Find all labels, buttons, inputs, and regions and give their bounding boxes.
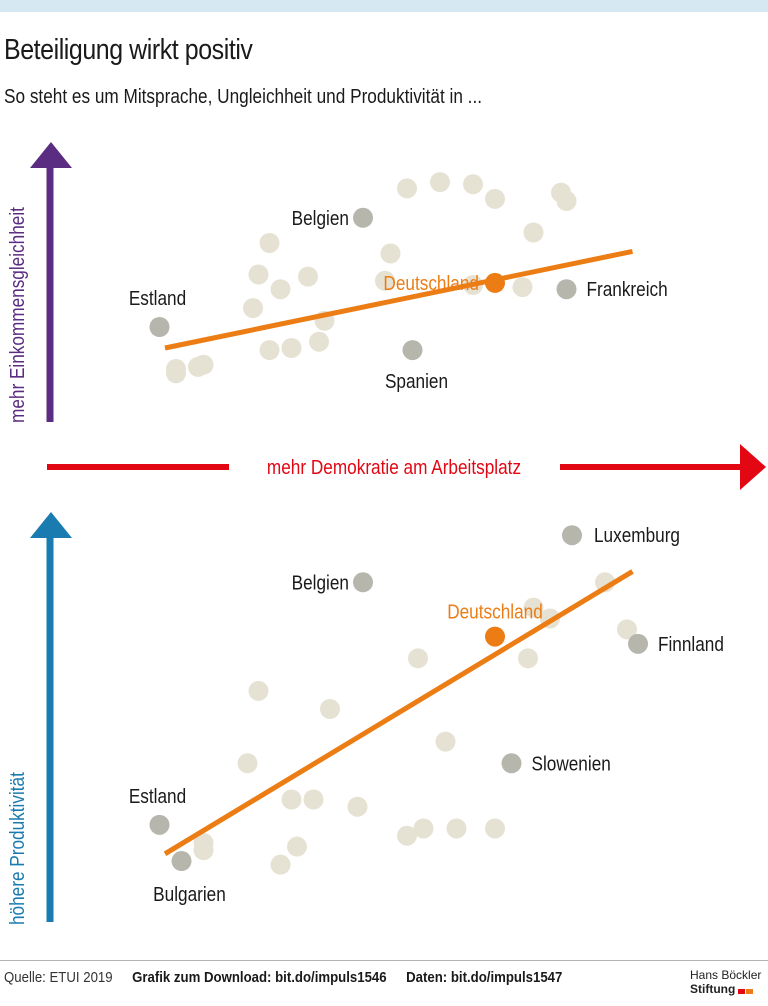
background-point [347, 796, 368, 817]
background-point [298, 266, 318, 287]
point-belgien [353, 572, 373, 593]
background-point [248, 264, 269, 285]
background-point [375, 270, 395, 291]
point-spanien [402, 340, 423, 361]
background-point [243, 298, 263, 319]
background-point [413, 818, 434, 839]
page-title: Beteiligung wirkt positiv [4, 34, 253, 66]
label-finnland: Finnland [658, 633, 724, 656]
background-point [309, 331, 329, 352]
y-axis-bottom-arrow-head [30, 512, 72, 538]
y-axis-top-label: mehr Einkommensgleichheit [6, 206, 29, 423]
background-point [166, 359, 186, 379]
footer-download-link[interactable]: Grafik zum Download: bit.do/impuls1546 [132, 969, 387, 986]
scatter-chart: mehr Einkommensgleichheit mehr Demokrati… [6, 142, 766, 925]
background-point [556, 191, 577, 211]
footer-divider [0, 960, 768, 961]
background-point [259, 233, 280, 253]
label-belgien: Belgien [292, 207, 349, 230]
background-point [320, 699, 340, 719]
background-point [617, 619, 637, 640]
point-frankreich [556, 279, 577, 300]
footer: Quelle: ETUI 2019 Grafik zum Download: b… [4, 969, 620, 986]
footer-data-link[interactable]: Daten: bit.do/impuls1547 [406, 969, 563, 986]
label-bulgarien: Bulgarien [153, 883, 226, 906]
label-belgien: Belgien [292, 571, 349, 594]
label-spanien: Spanien [385, 370, 448, 393]
y-axis-bottom-label: höhere Produktivität [6, 771, 29, 925]
background-point [485, 188, 505, 209]
label-frankreich: Frankreich [587, 278, 668, 301]
background-point [281, 338, 302, 358]
scatter-panel-income-equality: Estland Belgien Deutschland Frankreich Spani… [129, 172, 668, 392]
background-point [518, 648, 538, 669]
background-point [430, 172, 450, 193]
point-deutschland [485, 272, 505, 293]
scatter-panel-productivity: Estland Bulgarien Belgien Luxemburg Deutschl… [129, 524, 724, 905]
background-point [193, 832, 214, 853]
footer-source: Quelle: ETUI 2019 [4, 969, 113, 986]
point-deutschland [485, 626, 505, 647]
background-point [259, 340, 280, 361]
background-point [463, 174, 483, 195]
background-point [270, 854, 291, 875]
point-slowenien [501, 753, 522, 774]
background-point [397, 825, 417, 846]
logo-bars-icon [737, 983, 754, 997]
point-estland [149, 317, 170, 337]
logo-line-1: Hans Böckler [690, 968, 762, 982]
label-estland: Estland [129, 785, 186, 808]
label-estland: Estland [129, 287, 186, 310]
background-point [397, 178, 417, 199]
background-point [303, 789, 324, 810]
background-point [380, 243, 401, 264]
label-luxemburg: Luxemburg [594, 524, 680, 547]
y-axis-top-arrow-head [30, 142, 72, 168]
background-point [248, 680, 269, 701]
background-point [446, 818, 467, 839]
label-deutschland: Deutschland [383, 272, 479, 295]
background-point [523, 597, 544, 618]
page-subtitle: So steht es um Mitsprache, Ungleichheit … [4, 86, 483, 108]
logo-line-2: Stiftung [690, 982, 736, 996]
background-point [408, 648, 428, 669]
background-point [485, 818, 505, 839]
background-point [287, 836, 307, 857]
background-point [512, 277, 533, 298]
point-bulgarien [171, 851, 192, 872]
background-point [435, 731, 456, 752]
trend-line [164, 248, 634, 351]
background-point [193, 354, 214, 375]
background-point [237, 753, 258, 774]
label-deutschland: Deutschland [447, 600, 543, 623]
top-bar [0, 0, 768, 12]
background-point [270, 279, 291, 300]
point-belgien [353, 207, 373, 228]
label-slowenien: Slowenien [532, 752, 611, 775]
logo: Hans Böckler Stiftung [690, 968, 766, 997]
x-axis-arrow-head [740, 444, 766, 490]
background-point [523, 222, 544, 243]
background-point [281, 789, 302, 810]
trend-line [163, 569, 634, 856]
point-finnland [628, 633, 648, 654]
x-axis-label: mehr Demokratie am Arbeitsplatz [267, 456, 521, 479]
point-luxemburg [562, 525, 582, 546]
point-estland [149, 814, 170, 835]
